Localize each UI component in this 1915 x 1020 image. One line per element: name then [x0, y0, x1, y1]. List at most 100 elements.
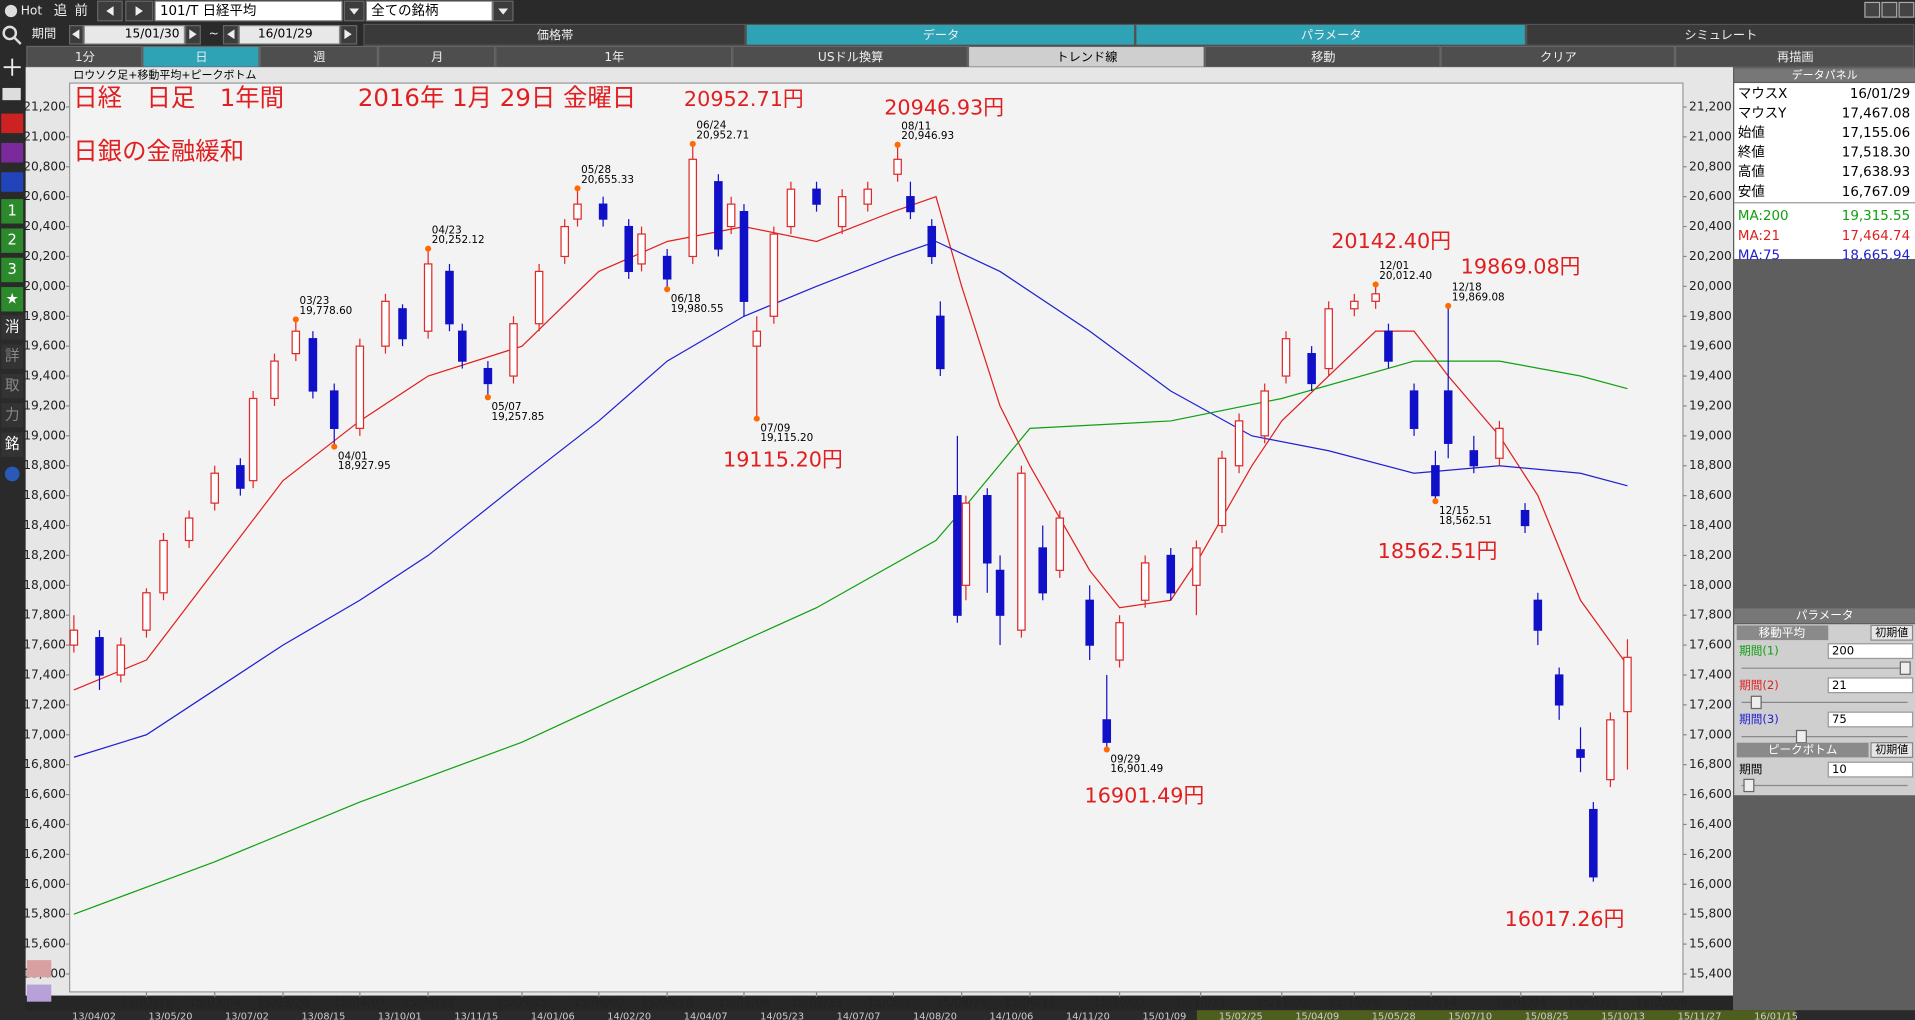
sidebar-button[interactable] — [1, 287, 24, 312]
window-button[interactable] — [1864, 1, 1881, 18]
sidebar-label[interactable]: 1 — [8, 202, 17, 219]
sidebar-label[interactable]: 力 — [5, 406, 20, 423]
timeline-label[interactable]: 14/02/20 — [607, 1011, 651, 1020]
line-icon[interactable] — [1, 113, 24, 134]
slider-thumb[interactable] — [1899, 661, 1911, 675]
sidebar-label[interactable]: 消 — [5, 318, 20, 335]
button-label[interactable]: クリア — [1540, 50, 1577, 64]
timeline-label[interactable]: 15/10/13 — [1601, 1011, 1645, 1020]
prev-button[interactable]: 前 — [74, 2, 87, 19]
zoom-button[interactable] — [26, 960, 52, 978]
follow-button[interactable]: 追 — [54, 3, 67, 19]
timeline-label[interactable]: 15/01/09 — [1142, 1011, 1186, 1020]
timeline-label[interactable]: 13/07/02 — [225, 1011, 269, 1020]
param-value[interactable]: 21 — [1832, 678, 1847, 692]
window-button[interactable] — [1898, 1, 1915, 18]
timeline-label[interactable]: 13/10/01 — [378, 1011, 422, 1020]
peak-marker — [331, 443, 338, 450]
slider-thumb[interactable] — [1743, 778, 1755, 793]
slider-thumb[interactable] — [1750, 695, 1762, 710]
param-input[interactable] — [1827, 761, 1914, 778]
button-label[interactable]: 月 — [431, 50, 443, 64]
button-label[interactable]: 再描画 — [1777, 50, 1814, 64]
sidebar-button[interactable] — [1, 315, 24, 340]
tab-label[interactable]: データ — [923, 27, 960, 42]
sidebar-button[interactable] — [1, 373, 24, 399]
window-button[interactable] — [1881, 1, 1898, 18]
tab[interactable] — [1526, 23, 1915, 46]
tab-label[interactable]: シミュレート — [1684, 28, 1757, 42]
timeline-label[interactable]: 13/11/15 — [454, 1011, 498, 1020]
flag-icon[interactable] — [1, 172, 24, 192]
y-tick-label: 17,600 — [23, 638, 66, 652]
sidebar-button[interactable] — [1, 403, 24, 428]
button-label[interactable]: 日 — [195, 50, 207, 64]
sidebar-label[interactable]: 詳 — [5, 348, 20, 365]
reset-button[interactable] — [1870, 624, 1914, 641]
data-value: 16,767.09 — [1842, 185, 1910, 200]
timeline-label[interactable]: 14/10/06 — [990, 1011, 1034, 1020]
reset-button[interactable] — [1870, 742, 1914, 758]
timeline-label[interactable]: 14/04/07 — [684, 1011, 728, 1020]
timeline-label[interactable]: 13/04/02 — [72, 1011, 116, 1020]
end-box[interactable] — [238, 25, 341, 45]
button-label[interactable]: 1年 — [604, 50, 624, 64]
sidebar-button[interactable] — [1, 344, 24, 369]
timeline-label[interactable]: 14/08/20 — [913, 1011, 957, 1020]
hot-button[interactable]: Hot — [21, 3, 43, 17]
timeline-label[interactable]: 15/02/25 — [1219, 1011, 1263, 1020]
tab[interactable] — [1135, 23, 1527, 46]
tab-label[interactable]: 価格帯 — [537, 27, 574, 42]
slider-thumb[interactable] — [1795, 729, 1807, 744]
x-tick-label: 16/02/06 — [1636, 995, 1688, 1009]
timeline-label[interactable]: 15/08/25 — [1525, 1011, 1569, 1020]
timeline-label[interactable]: 14/05/23 — [760, 1011, 804, 1020]
param-value[interactable]: 75 — [1832, 712, 1847, 726]
panel-title: データパネル — [1792, 68, 1858, 82]
button-label[interactable]: USドル換算 — [818, 49, 883, 64]
button-label[interactable]: トレンド線 — [1056, 49, 1117, 64]
sidebar-button[interactable] — [1, 199, 24, 224]
button-label[interactable]: 週 — [313, 50, 325, 64]
timeline-label[interactable]: 15/11/27 — [1678, 1011, 1722, 1020]
sidebar-button[interactable] — [1, 228, 24, 253]
zoom-button[interactable] — [26, 984, 52, 1002]
chart-subtitle: 日銀の金融緩和 — [73, 137, 244, 166]
sidebar-button[interactable] — [1, 432, 24, 457]
timeline-label[interactable]: 14/01/06 — [531, 1011, 575, 1020]
sidebar-label[interactable]: ★ — [6, 290, 19, 307]
param-value[interactable]: 200 — [1832, 644, 1854, 658]
button-label[interactable]: 1分 — [75, 50, 95, 64]
candle-body — [534, 270, 544, 325]
tab[interactable] — [745, 23, 1136, 46]
symbol-box[interactable] — [154, 0, 343, 22]
timeline-label[interactable]: 13/08/15 — [301, 1011, 345, 1020]
timeline-label[interactable]: 15/05/28 — [1372, 1011, 1416, 1020]
timeline-label[interactable]: 15/07/10 — [1448, 1011, 1492, 1020]
timeline-label[interactable]: 16/01/15 — [1754, 1011, 1798, 1020]
tab[interactable] — [363, 23, 746, 46]
sidebar-label[interactable]: 3 — [8, 261, 17, 278]
param-input[interactable] — [1827, 677, 1914, 694]
param-input[interactable] — [1827, 711, 1914, 728]
sidebar-button[interactable] — [1, 257, 24, 283]
start-box[interactable] — [83, 25, 186, 45]
data-value: 19,315.55 — [1842, 209, 1910, 224]
button-label[interactable]: 移動 — [1311, 50, 1335, 64]
param-input[interactable] — [1827, 643, 1914, 660]
reset-label[interactable]: 初期値 — [1875, 743, 1908, 756]
timeline-label[interactable]: 13/05/20 — [149, 1011, 193, 1020]
reset-label[interactable]: 初期値 — [1875, 626, 1908, 639]
param-value[interactable]: 10 — [1832, 762, 1847, 776]
timeline-label[interactable]: 14/07/07 — [837, 1011, 881, 1020]
timeline-label[interactable]: 14/11/20 — [1066, 1011, 1110, 1020]
line-icon[interactable] — [1, 142, 24, 163]
price-annotation: 19869.08円 — [1461, 255, 1581, 279]
sidebar-label[interactable]: 銘 — [5, 436, 20, 453]
tab-label[interactable]: パラメータ — [1301, 28, 1362, 42]
candle-body — [1554, 674, 1564, 706]
universe-box[interactable] — [365, 0, 493, 22]
timeline-label[interactable]: 15/04/09 — [1295, 1011, 1339, 1020]
sidebar-label[interactable]: 2 — [8, 232, 17, 249]
sidebar-label[interactable]: 取 — [5, 377, 20, 394]
